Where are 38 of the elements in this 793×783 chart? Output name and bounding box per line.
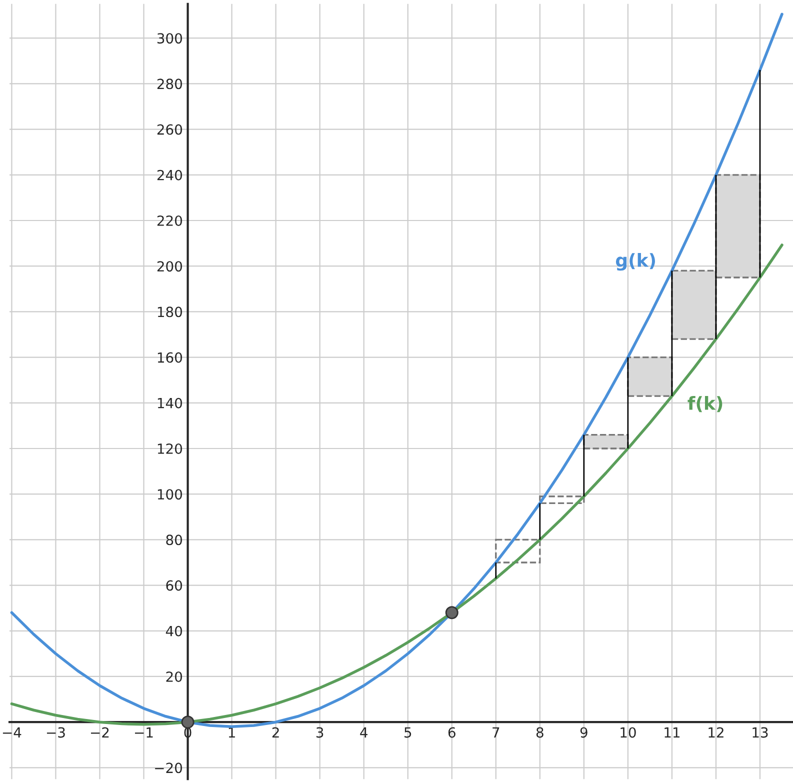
series-label: f(k): [688, 396, 722, 412]
y-tick-label: 60: [166, 580, 182, 591]
y-tick-label: −20: [155, 762, 182, 774]
y-tick-label: 180: [158, 306, 182, 318]
y-tick-label: 160: [158, 352, 182, 363]
line-series: [10, 12, 784, 728]
x-tick-label: 10: [620, 727, 636, 738]
y-tick-label: 220: [157, 215, 182, 226]
y-tick-label: 260: [157, 124, 182, 135]
x-tick-label: 9: [580, 727, 588, 738]
x-tick-label: 7: [492, 727, 500, 738]
x-tick-label: 11: [664, 727, 680, 738]
y-tick-label: 80: [166, 534, 182, 546]
x-tick-label: 5: [404, 727, 412, 738]
x-tick-label: 4: [360, 727, 368, 738]
x-tick-label: 1: [228, 727, 235, 738]
x-tick-label: −4: [2, 727, 22, 738]
y-tick-label: 20: [166, 671, 182, 682]
y-tick-label: 100: [158, 489, 182, 500]
y-tick-label: 240: [157, 170, 182, 180]
y-tick-label: 200: [157, 261, 182, 272]
x-tick-label: −3: [46, 727, 65, 738]
y-tick-label: 280: [157, 78, 182, 90]
x-tick-label: 2: [272, 727, 279, 738]
y-tick-label: 140: [158, 398, 182, 408]
bar: [583, 434, 629, 450]
series-label: g(k): [616, 253, 655, 271]
x-tick-label: 13: [752, 727, 768, 738]
bar: [627, 356, 673, 397]
x-tick-label: 12: [708, 727, 724, 738]
x-tick-label: 3: [316, 727, 324, 738]
x-tick-label: −2: [90, 727, 109, 738]
x-tick-label: 8: [536, 727, 544, 738]
x-tick-label: 6: [448, 727, 456, 738]
x-tick-label: −1: [135, 727, 153, 738]
y-tick-label: 120: [158, 443, 182, 454]
y-tick-label: 300: [157, 33, 182, 44]
y-tick-label: 40: [166, 626, 182, 636]
